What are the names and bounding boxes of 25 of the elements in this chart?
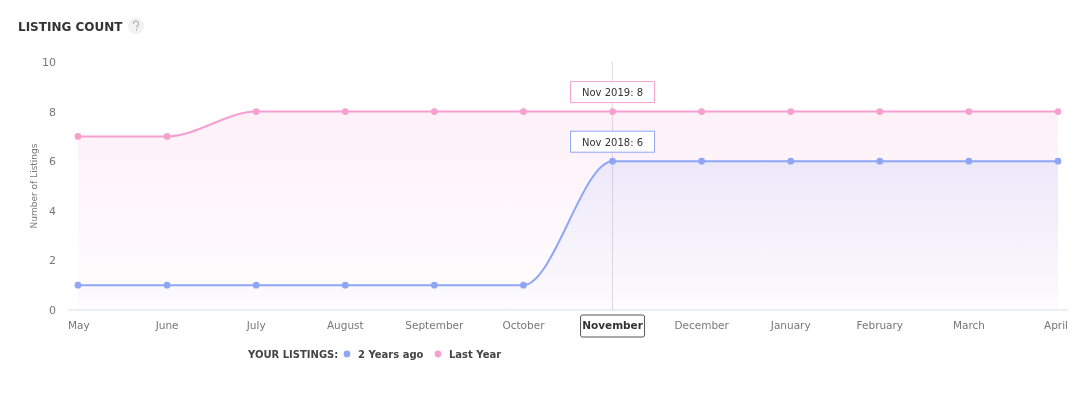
x-tick-label: May	[68, 319, 90, 331]
y-axis-title: Number of Listings	[29, 143, 39, 229]
x-tick-label: February	[856, 319, 904, 331]
x-tick-label: December	[674, 319, 730, 331]
x-tick-label: July	[245, 319, 266, 331]
x-tick-label: November	[582, 319, 644, 331]
x-tick-label: August	[326, 319, 364, 331]
y-tick-label: 0	[49, 304, 56, 317]
x-tick-label: June	[154, 319, 179, 331]
x-tick-label: January	[769, 319, 811, 331]
legend-title: YOUR LISTINGS:	[247, 349, 339, 360]
y-tick-label: 6	[49, 155, 56, 169]
x-tick-label: March	[952, 319, 985, 331]
annotation: Nov 2018: 6	[582, 136, 644, 148]
legend-label: 2 Years ago	[358, 349, 424, 360]
x-tick-label: April	[1044, 319, 1068, 331]
annotation: Nov 2019: 8	[582, 87, 644, 99]
x-tick-label: September	[405, 319, 465, 331]
chart-title: LISTING COUNT	[18, 20, 124, 34]
y-tick-label: 10	[42, 56, 56, 69]
legend-label: Last Year	[449, 349, 502, 360]
y-tick-label: 4	[49, 204, 56, 218]
y-tick-label: 8	[49, 105, 56, 119]
y-tick-label: 2	[49, 254, 56, 268]
x-tick-label: October	[502, 319, 546, 331]
